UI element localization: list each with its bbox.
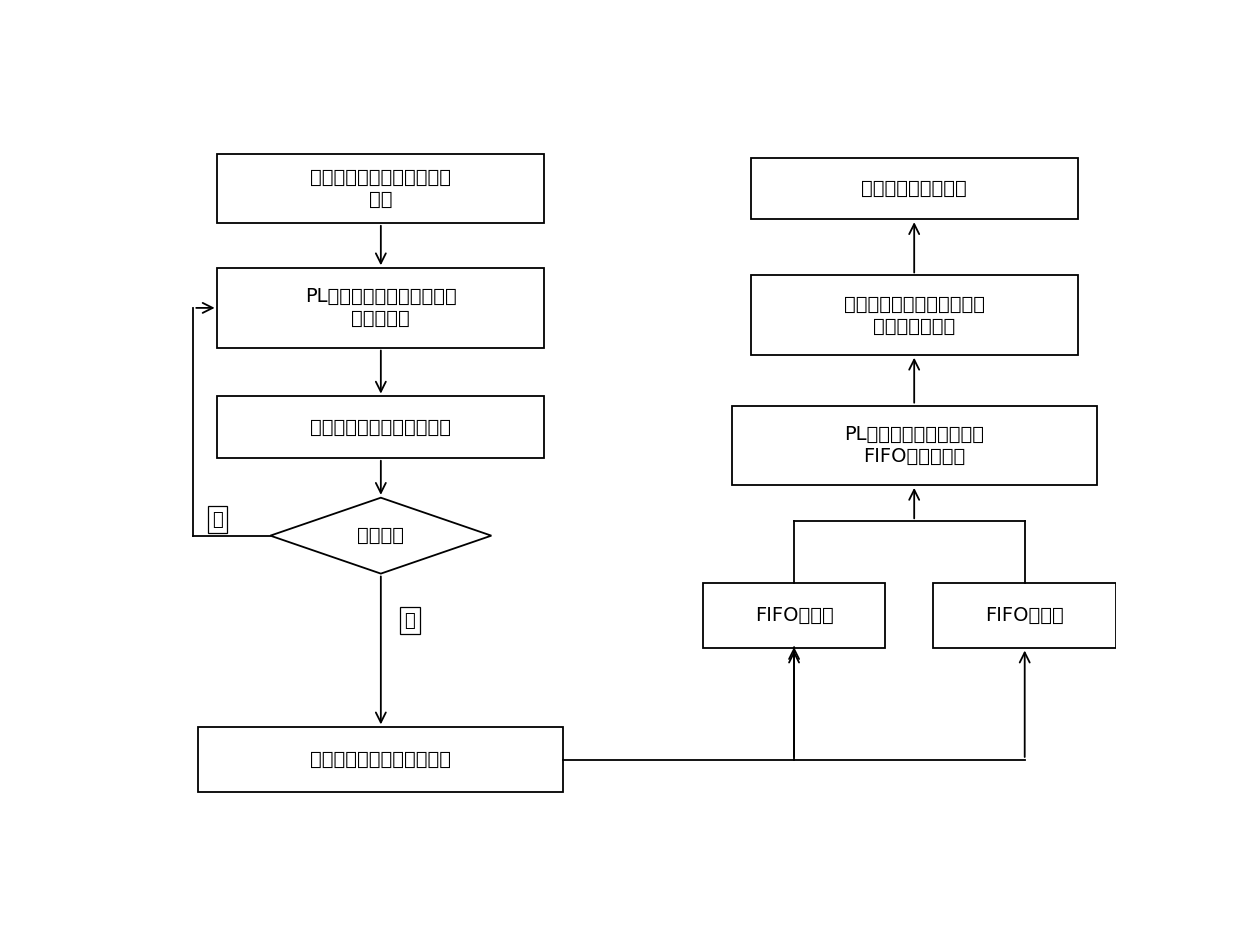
FancyBboxPatch shape xyxy=(703,582,885,648)
Text: FIFO模块二: FIFO模块二 xyxy=(986,606,1064,624)
FancyBboxPatch shape xyxy=(217,269,544,347)
FancyBboxPatch shape xyxy=(732,406,1097,485)
FancyBboxPatch shape xyxy=(934,582,1116,648)
Text: 是: 是 xyxy=(404,611,415,630)
FancyBboxPatch shape xyxy=(751,158,1078,220)
Text: PL端千兆以太网模块发送
FIFO模块中数据: PL端千兆以太网模块发送 FIFO模块中数据 xyxy=(844,424,985,466)
FancyBboxPatch shape xyxy=(217,154,544,223)
Text: FIFO模块一: FIFO模块一 xyxy=(755,606,833,624)
Text: 获取使能: 获取使能 xyxy=(357,526,404,546)
Polygon shape xyxy=(270,498,491,574)
Text: PL端千兆以太网模块接收指
令，并转发: PL端千兆以太网模块接收指 令，并转发 xyxy=(305,287,456,329)
Text: 上位机接收指令和通用寄存
器数据，并解析: 上位机接收指令和通用寄存 器数据，并解析 xyxy=(843,295,985,335)
FancyBboxPatch shape xyxy=(198,727,563,793)
Text: 上位机生成跟踪调试指令，
发送: 上位机生成跟踪调试指令， 发送 xyxy=(310,168,451,209)
Text: 上位机显示解析结果: 上位机显示解析结果 xyxy=(862,179,967,198)
Text: 跟踪指令获取模块解析指令: 跟踪指令获取模块解析指令 xyxy=(310,418,451,437)
Text: 否: 否 xyxy=(212,511,223,529)
FancyBboxPatch shape xyxy=(217,396,544,458)
Text: 获取指令和通用寄存器数据: 获取指令和通用寄存器数据 xyxy=(310,750,451,769)
FancyBboxPatch shape xyxy=(751,275,1078,355)
